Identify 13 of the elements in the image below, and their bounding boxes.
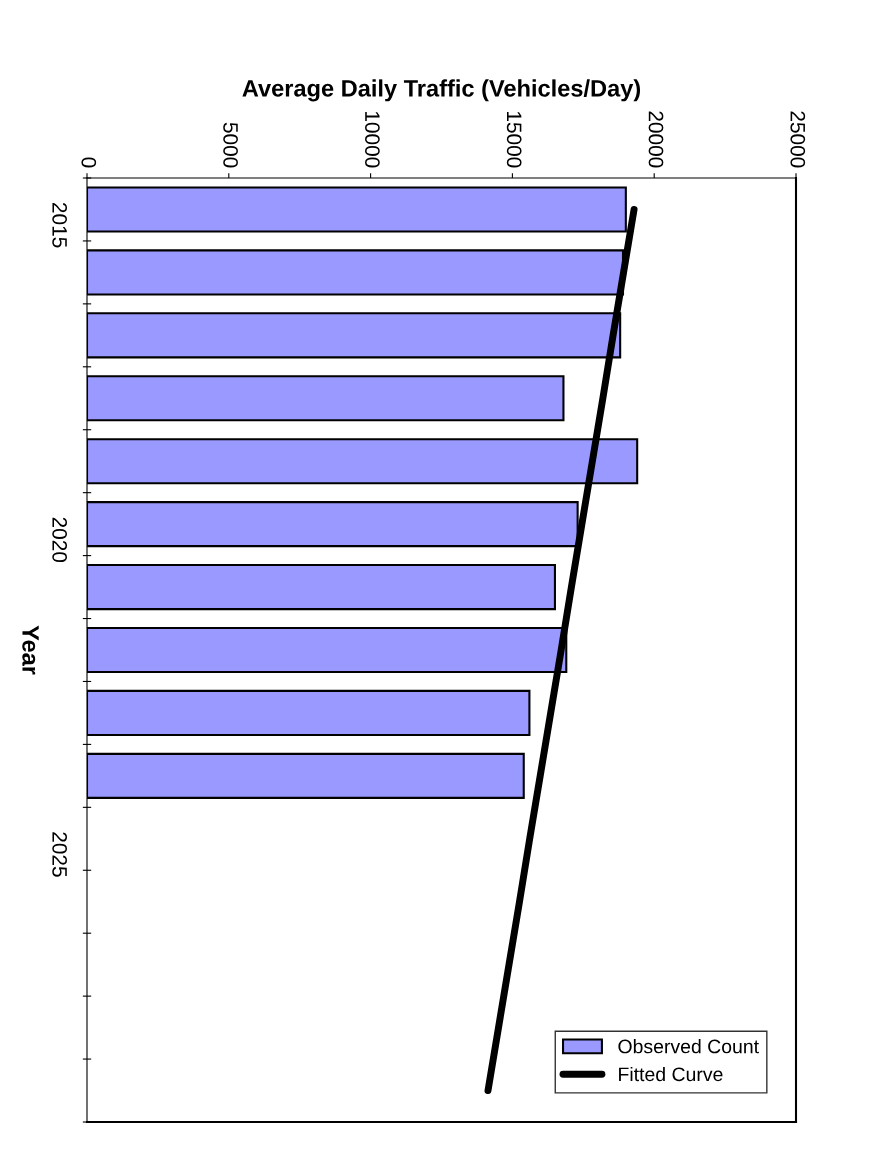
x-tick-label: 10000: [365, 111, 380, 168]
y-tick-label: 2020: [52, 517, 68, 563]
x-tick-label: 5000: [223, 122, 238, 168]
y-tick-label: 2015: [52, 202, 68, 248]
y-axis-title: Year: [22, 625, 39, 675]
x-tick-label: 20000: [648, 111, 664, 168]
legend-label: Observed Count: [618, 1039, 759, 1054]
x-tick-label: 15000: [506, 111, 522, 168]
legend-label: Fitted Curve: [619, 1066, 723, 1082]
y-tick-label: 2025: [52, 832, 68, 877]
x-tick-label: 25000: [790, 111, 806, 168]
x-axis-title: Average Daily Traffic (Vehicles/Day): [242, 79, 641, 102]
x-tick-label: 0: [81, 157, 97, 168]
